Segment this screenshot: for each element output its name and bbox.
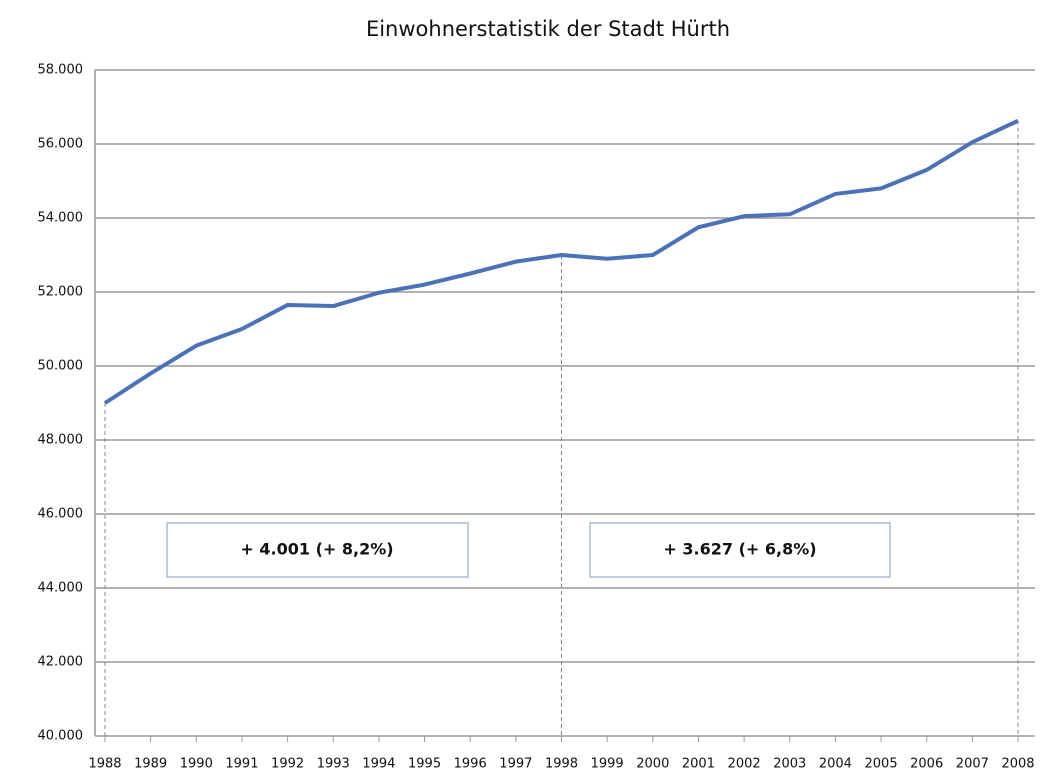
annotation-box <box>166 522 469 578</box>
x-tick-label: 1994 <box>362 757 395 772</box>
y-tick-label: 48.000 <box>38 433 84 448</box>
x-tick-label: 1996 <box>454 757 487 772</box>
x-tick-label: 1988 <box>88 757 121 772</box>
x-tick-label: 1999 <box>591 757 624 772</box>
y-tick-label: 54.000 <box>38 211 84 226</box>
x-tick-label: 2006 <box>910 757 943 772</box>
x-tick-label: 2000 <box>636 757 669 772</box>
x-tick-label: 2002 <box>728 757 761 772</box>
y-tick-label: 50.000 <box>38 359 84 374</box>
x-tick-label: 1990 <box>180 757 213 772</box>
y-tick-label: 44.000 <box>38 581 84 596</box>
x-tick-label: 2007 <box>956 757 989 772</box>
x-tick-label: 1993 <box>317 757 350 772</box>
x-tick-label: 1995 <box>408 757 441 772</box>
y-tick-label: 52.000 <box>38 285 84 300</box>
x-tick-label: 1992 <box>271 757 304 772</box>
y-tick-label: 46.000 <box>38 507 84 522</box>
y-tick-label: 40.000 <box>38 729 84 744</box>
x-tick-label: 2004 <box>819 757 852 772</box>
y-tick-label: 42.000 <box>38 655 84 670</box>
chart-title: Einwohnerstatistik der Stadt Hürth <box>366 17 730 41</box>
y-tick-label: 56.000 <box>38 137 84 152</box>
y-tick-label: 58.000 <box>38 63 84 78</box>
annotation: + 4.001 (+ 8,2%) <box>240 540 393 559</box>
x-tick-label: 2005 <box>865 757 898 772</box>
annotation: + 3.627 (+ 6,8%) <box>663 540 816 559</box>
x-tick-label: 1989 <box>134 757 167 772</box>
data-line <box>103 118 1019 405</box>
x-tick-label: 1991 <box>225 757 258 772</box>
annotation-box <box>589 522 891 578</box>
x-tick-label: 2008 <box>1001 757 1034 772</box>
x-tick-label: 2001 <box>682 757 715 772</box>
x-tick-label: 2003 <box>773 757 806 772</box>
x-tick-label: 1997 <box>499 757 532 772</box>
x-tick-label: 1998 <box>545 757 578 772</box>
